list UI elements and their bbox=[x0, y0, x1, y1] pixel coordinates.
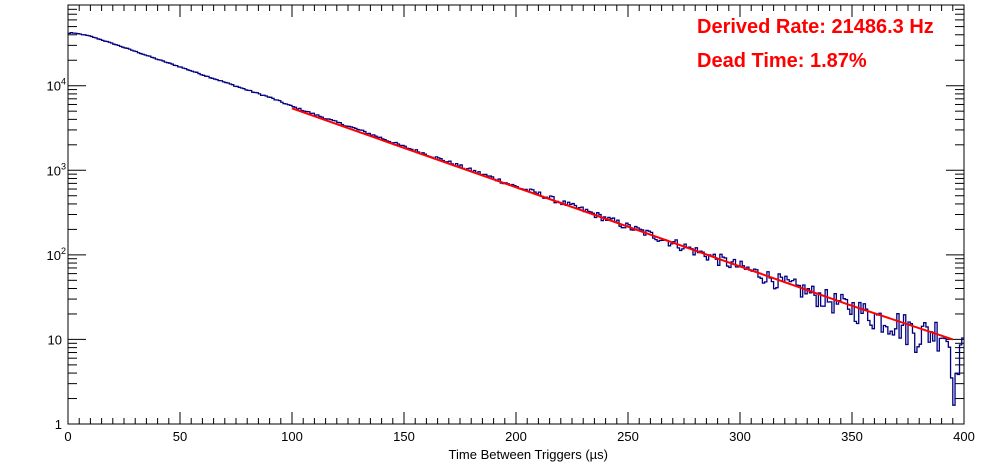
histogram-series bbox=[68, 32, 964, 406]
derived-rate-annotation: Derived Rate: 21486.3 Hz bbox=[697, 16, 934, 38]
x-tick-label: 300 bbox=[729, 429, 751, 444]
y-tick-label: 10 bbox=[48, 332, 62, 347]
fit-series bbox=[291, 107, 954, 341]
y-tick-label: 103 bbox=[47, 161, 66, 178]
x-tick-label: 0 bbox=[64, 429, 71, 444]
x-tick-label: 200 bbox=[505, 429, 527, 444]
x-tick-label: 250 bbox=[617, 429, 639, 444]
y-tick-label: 104 bbox=[47, 77, 66, 94]
y-tick-label: 102 bbox=[47, 246, 66, 263]
y-tick-label: 1 bbox=[55, 417, 62, 432]
x-tick-label: 350 bbox=[841, 429, 863, 444]
x-axis-label: Time Between Triggers (µs) bbox=[449, 447, 608, 462]
x-axis: 0 50 100 150 200 250 300 350 400 bbox=[64, 5, 975, 444]
x-tick-label: 400 bbox=[953, 429, 975, 444]
x-tick-label: 150 bbox=[393, 429, 415, 444]
x-tick-label: 100 bbox=[281, 429, 303, 444]
dead-time-annotation: Dead Time: 1.87% bbox=[697, 50, 867, 72]
y-axis: 1 10 102 103 104 bbox=[47, 4, 964, 432]
x-tick-label: 50 bbox=[173, 429, 187, 444]
